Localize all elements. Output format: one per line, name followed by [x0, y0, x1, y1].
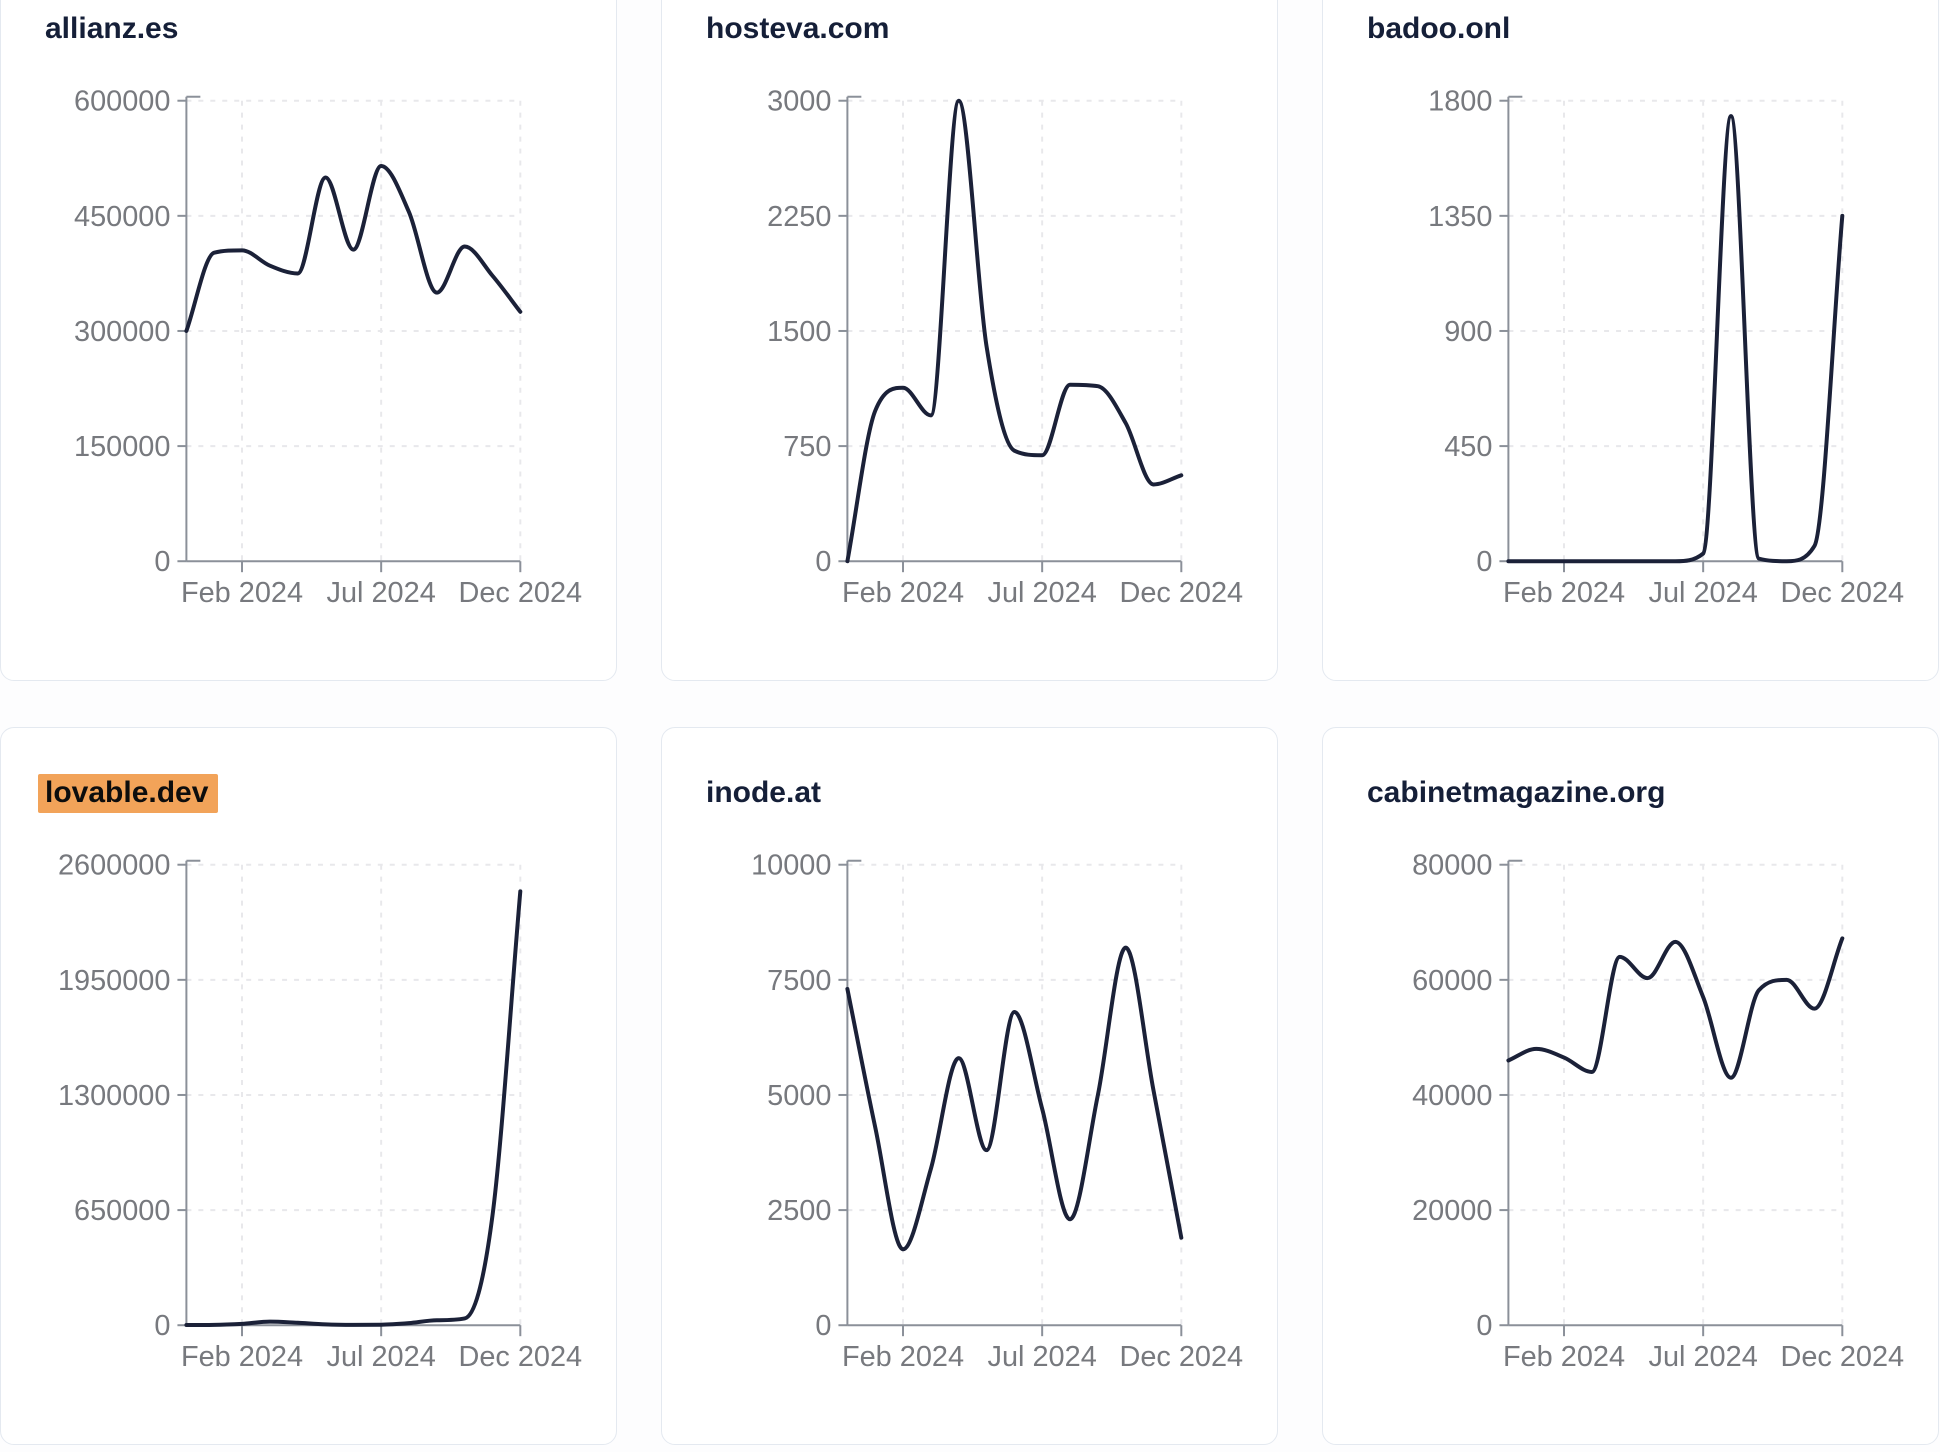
- svg-text:Dec 2024: Dec 2024: [1119, 1341, 1243, 1373]
- line-chart: 0 150000 300000 450000 600000 Feb 2024 Jul 202…: [1, 0, 616, 680]
- svg-text:450000: 450000: [74, 201, 170, 233]
- svg-text:Jul 2024: Jul 2024: [327, 1341, 436, 1373]
- chart-card-inode-at[interactable]: inode.at 0 2500 5000 7500 10000 Feb 2024 Jul 2…: [661, 727, 1278, 1445]
- svg-text:450: 450: [1444, 431, 1492, 463]
- line-chart: 0 450 900 1350 1800 Feb 2024 Jul 2024 Dec 2024: [1323, 0, 1938, 680]
- svg-text:7500: 7500: [767, 965, 831, 997]
- svg-text:0: 0: [815, 1310, 831, 1342]
- chart-title-highlighted: lovable.dev: [38, 774, 219, 813]
- svg-text:0: 0: [815, 546, 831, 578]
- svg-text:Dec 2024: Dec 2024: [1119, 577, 1243, 609]
- svg-text:1500: 1500: [767, 316, 831, 348]
- chart-title: allianz.es: [45, 12, 179, 45]
- svg-text:150000: 150000: [74, 431, 170, 463]
- chart-card-allianz-es[interactable]: allianz.es 0 150000 300000 450000 600000 Feb …: [0, 0, 617, 681]
- svg-text:2600000: 2600000: [58, 850, 170, 882]
- svg-text:Feb 2024: Feb 2024: [842, 577, 964, 609]
- chart-card-badoo-onl[interactable]: badoo.onl 0 450 900 1350 1800 Feb 2024 Jul 202…: [1322, 0, 1939, 681]
- chart-title: inode.at: [706, 776, 822, 809]
- svg-text:1800: 1800: [1428, 86, 1492, 118]
- svg-text:900: 900: [1444, 316, 1492, 348]
- svg-text:3000: 3000: [767, 86, 831, 118]
- svg-text:0: 0: [1476, 1310, 1492, 1342]
- svg-text:40000: 40000: [1412, 1080, 1492, 1112]
- svg-text:0: 0: [1476, 546, 1492, 578]
- chart-title: cabinetmagazine.org: [1367, 776, 1666, 809]
- svg-text:60000: 60000: [1412, 965, 1492, 997]
- svg-text:20000: 20000: [1412, 1195, 1492, 1227]
- svg-text:Dec 2024: Dec 2024: [458, 1341, 582, 1373]
- svg-text:5000: 5000: [767, 1080, 831, 1112]
- svg-text:Dec 2024: Dec 2024: [458, 577, 582, 609]
- line-chart: 0 2500 5000 7500 10000 Feb 2024 Jul 2024 Dec 20…: [662, 728, 1277, 1444]
- svg-text:Jul 2024: Jul 2024: [988, 1341, 1097, 1373]
- svg-text:Feb 2024: Feb 2024: [1503, 577, 1625, 609]
- line-chart: 0 650000 1300000 1950000 2600000 Feb 2024 Jul …: [1, 728, 616, 1444]
- svg-text:Jul 2024: Jul 2024: [988, 577, 1097, 609]
- svg-text:Jul 2024: Jul 2024: [1649, 1341, 1758, 1373]
- line-chart: 0 20000 40000 60000 80000 Feb 2024 Jul 2024 Dec…: [1323, 728, 1938, 1444]
- svg-text:Dec 2024: Dec 2024: [1780, 1341, 1904, 1373]
- svg-text:300000: 300000: [74, 316, 170, 348]
- svg-text:650000: 650000: [74, 1195, 170, 1227]
- svg-text:Dec 2024: Dec 2024: [1780, 577, 1904, 609]
- svg-text:10000: 10000: [751, 850, 831, 882]
- chart-title: badoo.onl: [1367, 12, 1511, 45]
- svg-text:1950000: 1950000: [58, 965, 170, 997]
- svg-text:Feb 2024: Feb 2024: [181, 1341, 303, 1373]
- chart-card-cabinetmagazine-org[interactable]: cabinetmagazine.org 0 20000 40000 60000 8000…: [1322, 727, 1939, 1445]
- svg-text:1300000: 1300000: [58, 1080, 170, 1112]
- svg-text:750: 750: [783, 431, 831, 463]
- svg-text:Feb 2024: Feb 2024: [1503, 1341, 1625, 1373]
- svg-text:Feb 2024: Feb 2024: [842, 1341, 964, 1373]
- svg-text:Jul 2024: Jul 2024: [1649, 577, 1758, 609]
- svg-text:0: 0: [154, 1310, 170, 1342]
- svg-text:Feb 2024: Feb 2024: [181, 577, 303, 609]
- svg-text:1350: 1350: [1428, 201, 1492, 233]
- svg-text:0: 0: [154, 546, 170, 578]
- chart-card-hosteva-com[interactable]: hosteva.com 0 750 1500 2250 3000 Feb 2024 Jul …: [661, 0, 1278, 681]
- svg-text:80000: 80000: [1412, 850, 1492, 882]
- chart-card-lovable-dev[interactable]: lovable.dev 0 650000 1300000 1950000 2600000…: [0, 727, 617, 1445]
- chart-title: hosteva.com: [706, 12, 890, 45]
- svg-text:600000: 600000: [74, 86, 170, 118]
- svg-text:Jul 2024: Jul 2024: [327, 577, 436, 609]
- svg-text:2500: 2500: [767, 1195, 831, 1227]
- line-chart: 0 750 1500 2250 3000 Feb 2024 Jul 2024 Dec 2024: [662, 0, 1277, 680]
- svg-text:2250: 2250: [767, 201, 831, 233]
